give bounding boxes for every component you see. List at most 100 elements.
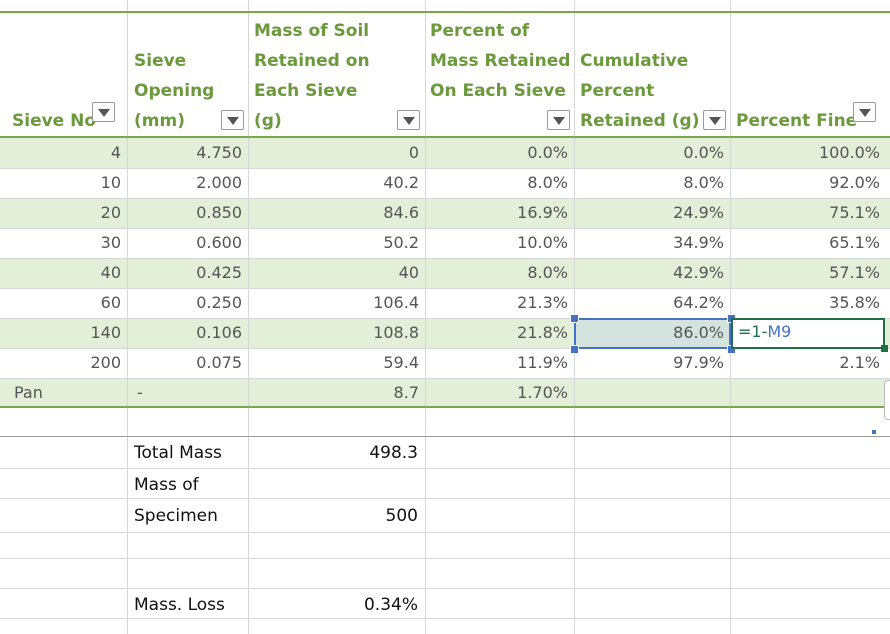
specimen-label-line1: Mass of xyxy=(134,475,199,495)
cell-sieve-opening[interactable]: 0.075 xyxy=(196,353,242,372)
cell-cumulative[interactable]: 0.0% xyxy=(683,143,724,162)
grid-line xyxy=(0,532,890,533)
header-sieve-opening-text: Sieve Opening (mm) xyxy=(134,51,215,131)
cell-mass-retained[interactable]: 108.8 xyxy=(373,323,419,342)
grid-line xyxy=(0,558,890,559)
cell-mass-retained[interactable]: 59.4 xyxy=(383,353,419,372)
grid-line xyxy=(0,588,890,589)
grid-line xyxy=(248,0,249,634)
cell-sieve-opening[interactable]: 0.600 xyxy=(196,233,242,252)
cell-percent-retained[interactable]: 0.0% xyxy=(527,143,568,162)
cell-percent-fine[interactable]: 75.1% xyxy=(829,203,880,222)
cell-sieve-no[interactable]: 40 xyxy=(100,263,121,282)
cell-percent-fine[interactable]: 57.1% xyxy=(829,263,880,282)
cell-sieve-opening[interactable]: 2.000 xyxy=(196,173,242,192)
grid-line xyxy=(0,348,890,349)
cell-mass-retained[interactable]: 0 xyxy=(408,143,419,162)
cell-sieve-opening[interactable]: 0.106 xyxy=(196,323,242,342)
header-bottom-border xyxy=(0,136,890,138)
filter-dropdown-sieve-opening[interactable] xyxy=(221,110,244,130)
cell-cumulative[interactable]: 64.2% xyxy=(673,293,724,312)
total-mass-value[interactable]: 498.3 xyxy=(369,443,418,463)
specimen-mass-value[interactable]: 500 xyxy=(385,506,418,526)
cell-percent-retained[interactable]: 8.0% xyxy=(527,173,568,192)
cell-mass-retained[interactable]: 106.4 xyxy=(373,293,419,312)
cell-sieve-opening[interactable]: 0.425 xyxy=(196,263,242,282)
cell-percent-retained[interactable]: 16.9% xyxy=(517,203,568,222)
mass-loss-value[interactable]: 0.34% xyxy=(363,595,418,615)
cell-cumulative[interactable]: 34.9% xyxy=(673,233,724,252)
grid-line xyxy=(0,468,890,469)
cell-percent-retained[interactable]: 10.0% xyxy=(517,233,568,252)
cell-mass-retained[interactable]: 8.7 xyxy=(393,383,419,402)
cell-sieve-opening[interactable]: 0.250 xyxy=(196,293,242,312)
cell-cumulative[interactable]: 8.0% xyxy=(683,173,724,192)
cell-percent-fine[interactable] xyxy=(730,317,886,349)
header-sieve-opening: Sieve Opening (mm) xyxy=(134,12,244,136)
cell-sieve-opening[interactable]: - xyxy=(137,383,143,402)
table-resize-handle[interactable] xyxy=(872,430,876,434)
cell-cumulative[interactable]: 24.9% xyxy=(673,203,724,222)
grid-line xyxy=(0,436,890,437)
header-mass-retained: Mass of Soil Retained on Each Sieve (g) xyxy=(254,12,422,136)
grid-line xyxy=(0,378,890,379)
cell-percent-retained[interactable]: 21.3% xyxy=(517,293,568,312)
filter-dropdown-mass-retained[interactable] xyxy=(397,110,420,130)
cell-percent-fine[interactable]: 35.8% xyxy=(829,293,880,312)
filter-dropdown-sieve-no[interactable] xyxy=(92,102,115,122)
cell-sieve-no[interactable]: 30 xyxy=(100,233,121,252)
cell-sieve-no[interactable]: 60 xyxy=(100,293,121,312)
cell-percent-fine[interactable]: 65.1% xyxy=(829,233,880,252)
grid-line xyxy=(127,0,128,634)
cell-sieve-opening[interactable]: 4.750 xyxy=(196,143,242,162)
filter-dropdown-percent-fine[interactable] xyxy=(853,102,876,122)
cell-mass-retained[interactable]: 40 xyxy=(398,263,419,282)
formula-editing-cell[interactable] xyxy=(731,318,885,349)
cell-mass-retained[interactable]: 50.2 xyxy=(383,233,419,252)
header-percent-fine: Percent Fine xyxy=(736,12,886,136)
cell-mass-retained[interactable]: 84.6 xyxy=(383,203,419,222)
header-mass-retained-text: Mass of Soil Retained on Each Sieve (g) xyxy=(254,21,370,131)
formula-ref: M9 xyxy=(767,322,792,341)
cell-cumulative[interactable]: 86.0% xyxy=(673,323,724,342)
quick-analysis-tab[interactable] xyxy=(884,380,890,420)
cell-sieve-no[interactable]: 200 xyxy=(90,353,121,372)
specimen-label-line2: Specimen xyxy=(134,506,218,526)
cell-percent-fine[interactable]: 92.0% xyxy=(829,173,880,192)
cell-cumulative[interactable]: 42.9% xyxy=(673,263,724,282)
cell-percent-retained[interactable]: 21.8% xyxy=(517,323,568,342)
cell-percent-retained[interactable]: 8.0% xyxy=(527,263,568,282)
header-sieve-no: Sieve No xyxy=(12,12,124,136)
cell-sieve-no[interactable]: Pan xyxy=(14,383,43,402)
header-sieve-no-text: Sieve No xyxy=(12,111,97,131)
table-bottom-border xyxy=(0,406,890,408)
grid-line xyxy=(0,318,890,319)
formula-prefix: =1- xyxy=(738,322,768,341)
selected-cell[interactable] xyxy=(574,318,731,349)
cell-sieve-no[interactable]: 4 xyxy=(110,143,121,162)
edit-handle[interactable] xyxy=(881,345,888,352)
cell-sieve-opening[interactable]: 0.850 xyxy=(196,203,242,222)
cell-percent-retained[interactable]: 1.70% xyxy=(517,383,568,402)
row-band xyxy=(0,258,890,288)
cell-sieve-no[interactable]: 20 xyxy=(100,203,121,222)
row-band xyxy=(0,198,890,228)
cell-mass-retained[interactable]: 40.2 xyxy=(383,173,419,192)
cell-percent-fine[interactable]: 2.1% xyxy=(839,353,880,372)
cell-percent-retained[interactable]: 11.9% xyxy=(517,353,568,372)
selection-handle[interactable] xyxy=(570,314,579,323)
cell-sieve-no[interactable]: 10 xyxy=(100,173,121,192)
cell-cumulative[interactable]: 97.9% xyxy=(673,353,724,372)
cell-percent-fine[interactable]: 100.0% xyxy=(818,143,880,162)
selection-handle[interactable] xyxy=(570,345,579,354)
cell-cumulative[interactable] xyxy=(574,377,730,409)
cell-percent-fine[interactable] xyxy=(730,377,886,409)
mass-loss-label: Mass. Loss xyxy=(134,595,225,615)
grid-line xyxy=(0,288,890,289)
filter-dropdown-cumulative[interactable] xyxy=(703,110,726,130)
filter-dropdown-percent-retained[interactable] xyxy=(547,110,570,130)
formula-text[interactable]: =1-M9 xyxy=(738,316,791,348)
grid-line xyxy=(0,168,890,169)
cell-sieve-no[interactable]: 140 xyxy=(90,323,121,342)
